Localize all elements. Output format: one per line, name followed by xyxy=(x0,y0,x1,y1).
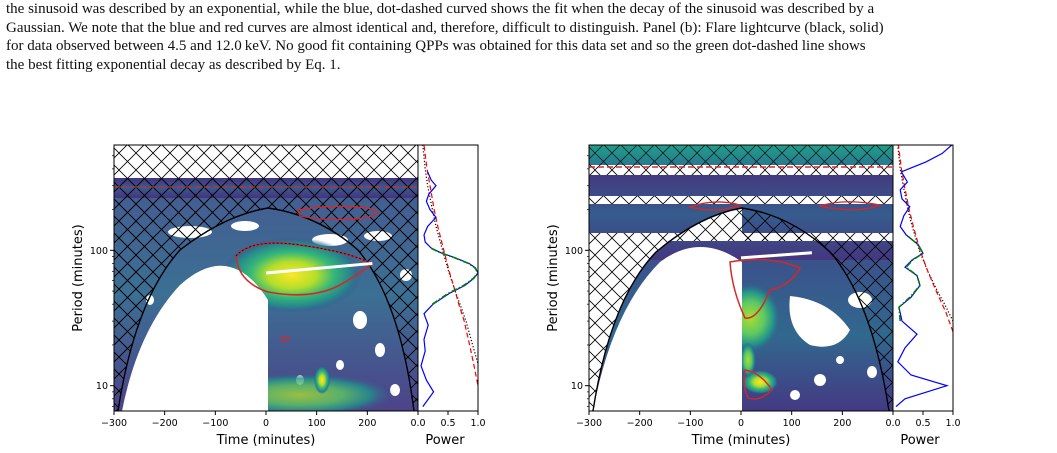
panel-b-xtick-label: −300 xyxy=(576,418,602,429)
panel-b-power-green-curve xyxy=(898,234,925,322)
panel-a-xtick-label: −300 xyxy=(101,418,127,429)
panel-a-power-blue-curve xyxy=(420,171,478,407)
panel-a-power-frame xyxy=(417,144,479,412)
panel-b-ytick-label: 10 xyxy=(571,381,583,392)
panel-a-power-red-dashed-curve xyxy=(423,145,478,388)
panel-a-power-xtick-label: 0.5 xyxy=(440,418,455,429)
panel-b-ytick-label: 100 xyxy=(565,246,583,257)
panel-a-xtick-label: 100 xyxy=(308,418,326,429)
panel-a-power-xtick-label: 0.0 xyxy=(410,418,425,429)
panel-b-axes: −300 −200 −100 0 100 200 10 100 xyxy=(565,155,851,429)
caption-line-1: the sinusoid was described by an exponen… xyxy=(6,1,875,17)
panel-a-xtick-label: −200 xyxy=(152,418,178,429)
panel-b-ylabel: Period (minutes) xyxy=(546,224,561,331)
panel-a-xtick-label: 0 xyxy=(263,418,269,429)
panel-b-power-red-dashed-curve xyxy=(897,145,953,333)
caption-line-4: the best fitting exponential decay as de… xyxy=(6,56,341,73)
panel-a-wavelet-map xyxy=(114,145,418,411)
panel-a-axes: −300 −200 −100 0 100 200 10 100 xyxy=(90,155,376,429)
panel-b-wavelet-map xyxy=(589,145,893,411)
panel-a-ylabel: Period (minutes) xyxy=(71,224,86,331)
panel-b-xtick-label: 100 xyxy=(783,418,801,429)
panel-a-xlabel: Time (minutes) xyxy=(216,433,316,448)
panel-a-power-xtick-label: 1.0 xyxy=(470,418,485,429)
panel-b-xlabel: Time (minutes) xyxy=(691,433,791,448)
panel-a-contour-upper xyxy=(297,205,378,221)
panel-a-xtick-label: −100 xyxy=(202,418,228,429)
panel-a-xtick-label: 200 xyxy=(358,418,376,429)
panel-b-xtick-label: 200 xyxy=(833,418,851,429)
panel-b-power-xtick-label: 1.0 xyxy=(945,418,960,429)
panel-b-power-dotted-curve xyxy=(897,145,953,322)
panel-a-contour-main xyxy=(235,242,374,296)
panel-b-xtick-label: −100 xyxy=(677,418,703,429)
caption-line-2: Gaussian. We note that the blue and red … xyxy=(6,19,884,36)
panel-a-ytick-label: 100 xyxy=(90,246,108,257)
panel-b-contour-main xyxy=(729,258,802,319)
panel-a-power-dotted-curve xyxy=(422,145,478,367)
panel-b-coi-line xyxy=(592,207,890,411)
panel-a-coi-line xyxy=(117,207,415,411)
figure-caption: the sinusoid was described by an exponen… xyxy=(6,0,1051,74)
panel-b-ridge-line xyxy=(740,251,813,260)
panel-a-ridge-line xyxy=(265,261,373,275)
caption-line-3: for data observed between 4.5 and 12.0 k… xyxy=(6,38,866,54)
panel-b-power-xlabel: Power xyxy=(900,433,940,448)
panel-b-power-frame xyxy=(892,144,954,412)
panel-b-xtick-label: −200 xyxy=(627,418,653,429)
panel-b-power-plot: 0.0 0.5 1.0 xyxy=(885,145,961,429)
panel-b-xtick-label: 0 xyxy=(738,418,744,429)
panel-a-power-plot: 0.0 0.5 1.0 xyxy=(410,145,486,429)
panel-b-power-xtick-label: 0.5 xyxy=(915,418,930,429)
panel-a-power-xlabel: Power xyxy=(425,433,465,448)
panel-a-power-green-curve xyxy=(430,247,478,305)
panel-b-power-xtick-label: 0.0 xyxy=(885,418,900,429)
panel-a-ytick-label: 10 xyxy=(96,381,108,392)
panel-b-contour-lower xyxy=(743,369,773,400)
panel-a-contour-small xyxy=(280,335,290,343)
